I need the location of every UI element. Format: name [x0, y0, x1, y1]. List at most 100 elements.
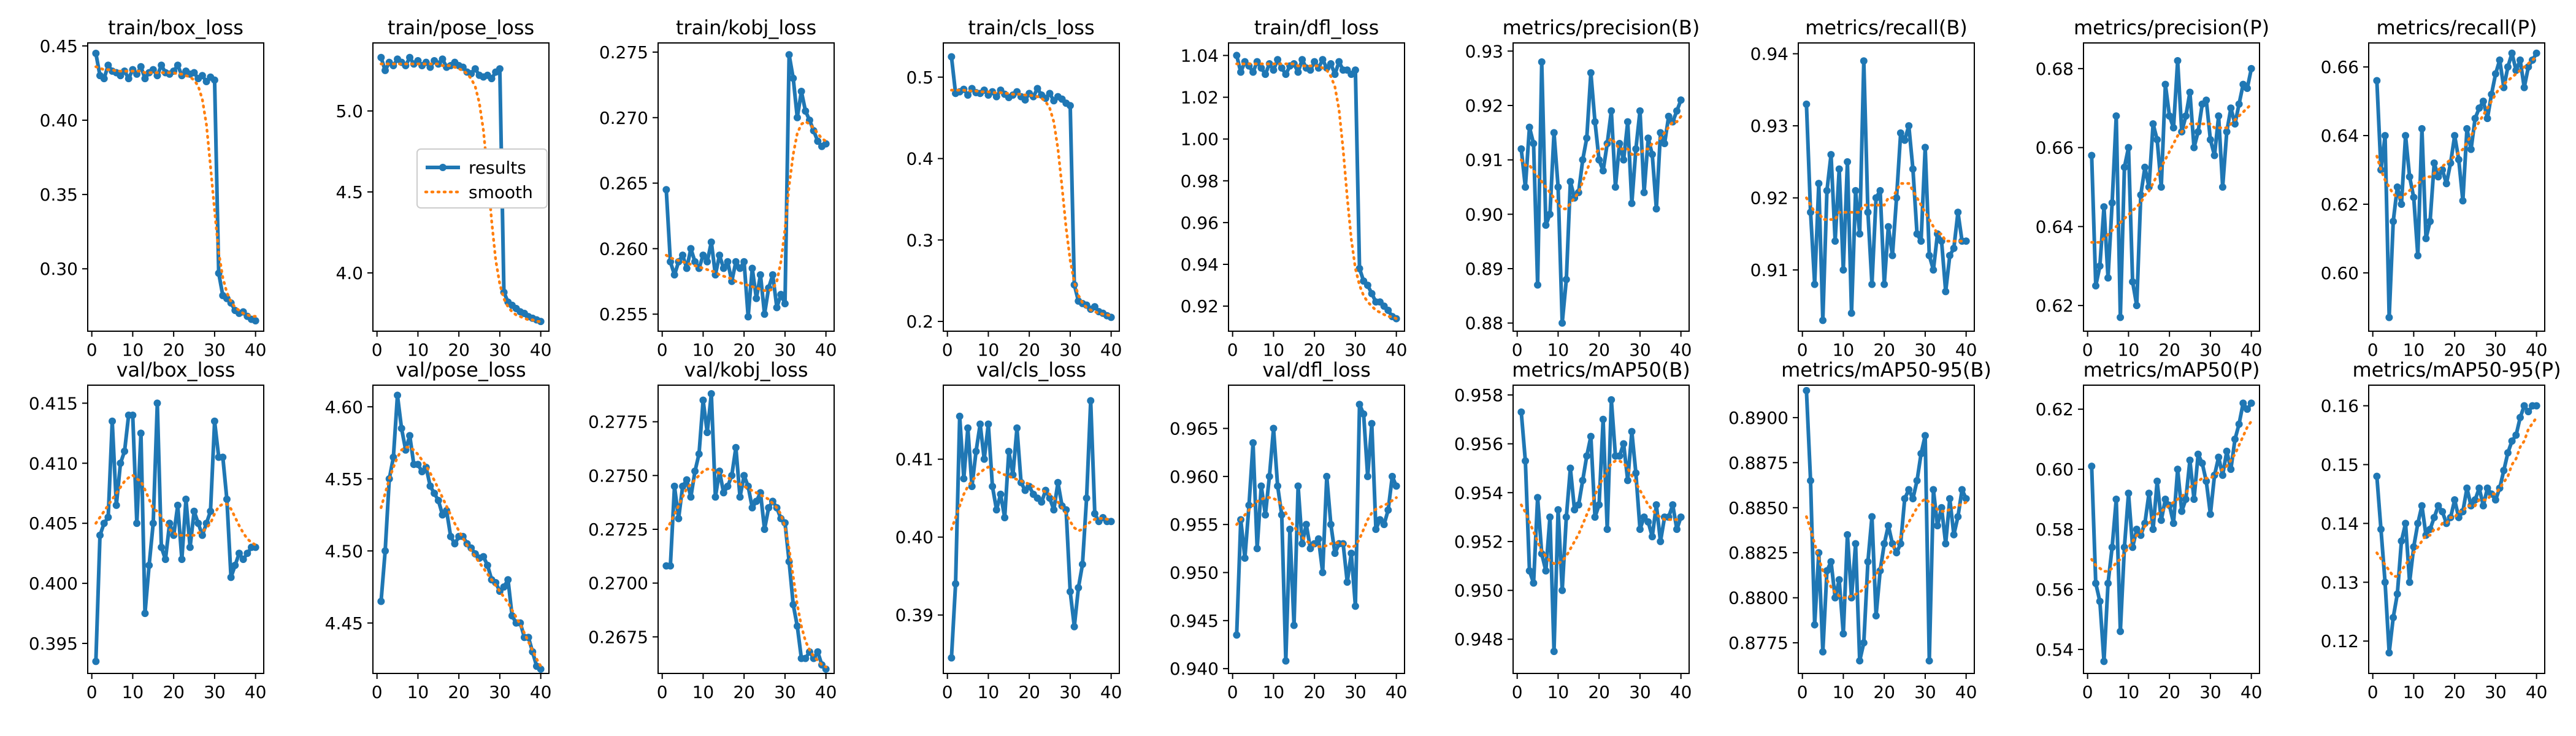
results-point — [1823, 186, 1831, 194]
results-point — [1241, 554, 1249, 562]
results-point — [1286, 526, 1294, 533]
results-point — [1107, 518, 1115, 526]
results-point — [1811, 621, 1819, 629]
x-tick-label: 30 — [1629, 340, 1651, 360]
results-point — [1608, 107, 1616, 115]
subplot-17: metrics/mAP50-95(P) 0 10 20 30 40 0.12 0.13 0.14… — [2321, 358, 2561, 702]
y-tick-label: 0.958 — [1454, 385, 1503, 405]
results-point — [397, 424, 405, 432]
y-tick-label: 0.64 — [2036, 217, 2074, 237]
smooth-line — [1520, 115, 1682, 210]
results-point — [2398, 200, 2405, 208]
results-point — [1257, 482, 1265, 490]
results-point — [1888, 251, 1896, 259]
x-tick-label: 10 — [122, 340, 144, 360]
results-point — [2227, 466, 2235, 473]
y-tick-label: 5.0 — [335, 101, 363, 121]
results-point — [2512, 431, 2520, 439]
results-point — [504, 576, 512, 584]
results-point — [1583, 452, 1591, 460]
results-point — [2410, 543, 2418, 551]
results-point — [426, 63, 434, 71]
results-point — [2381, 132, 2389, 140]
x-tick-label: 10 — [1833, 340, 1855, 360]
results-point — [182, 496, 190, 504]
results-point — [1677, 96, 1685, 104]
results-point — [1351, 66, 1359, 74]
results-point — [679, 482, 687, 490]
results-point — [2096, 597, 2104, 605]
results-point — [2247, 64, 2255, 72]
results-point — [1930, 486, 1938, 494]
results-point — [439, 55, 447, 63]
y-tick-label: 0.255 — [599, 304, 648, 324]
results-point — [810, 654, 818, 662]
results-point — [2479, 502, 2487, 510]
y-tick-label: 0.2750 — [588, 466, 648, 486]
results-point — [2112, 496, 2120, 504]
results-point — [1599, 415, 1607, 423]
smooth-line — [950, 465, 1113, 533]
results-point — [2092, 282, 2100, 289]
results-point — [141, 610, 149, 618]
results-point — [1632, 145, 1640, 153]
x-tick-label: 30 — [1344, 340, 1367, 360]
results-point — [1893, 194, 1901, 202]
results-point — [2194, 128, 2202, 136]
results-point — [1835, 165, 1843, 173]
results-point — [1884, 522, 1892, 530]
results-point — [2088, 462, 2096, 470]
subplot-1: train/pose_loss 0 10 20 30 40 4.0 4.5 5.0 results… — [335, 16, 551, 360]
results-point — [2463, 125, 2471, 132]
results-point — [2243, 405, 2251, 413]
results-point — [2088, 151, 2096, 159]
results-point — [1860, 57, 1868, 65]
results-point — [2508, 49, 2516, 57]
results-point — [1591, 118, 1599, 126]
results-point — [1249, 439, 1257, 447]
results-point — [740, 472, 748, 480]
results-point — [1583, 134, 1591, 142]
results-line — [664, 53, 827, 319]
results-point — [2455, 156, 2463, 164]
y-tick-label: 0.948 — [1454, 629, 1503, 650]
smooth-line — [94, 473, 257, 546]
results-point — [1648, 532, 1656, 540]
results-point — [2451, 496, 2459, 504]
x-tick-label: 30 — [2485, 682, 2507, 702]
results-point — [141, 75, 149, 83]
results-point — [822, 665, 830, 673]
x-tick-label: 40 — [1955, 340, 1977, 360]
x-tick-label: 30 — [2199, 340, 2221, 360]
results-point — [1368, 420, 1376, 427]
results-point — [948, 53, 956, 61]
results-point — [1530, 140, 1538, 148]
results-point — [2235, 100, 2243, 108]
results-point — [2430, 159, 2438, 167]
results-point — [537, 318, 545, 326]
results-point — [1603, 526, 1611, 533]
x-tick-label: 40 — [1955, 682, 1977, 702]
results-point — [724, 258, 732, 266]
y-tick-label: 0.12 — [2321, 631, 2359, 651]
results-point — [2475, 104, 2483, 112]
results-point — [1262, 71, 1270, 79]
results-point — [2483, 484, 2491, 492]
results-point — [381, 547, 389, 555]
results-point — [719, 489, 727, 497]
y-tick-label: 0.41 — [895, 450, 933, 470]
results-point — [699, 396, 707, 404]
plot-title: metrics/precision(P) — [2074, 16, 2269, 39]
y-tick-label: 0.15 — [2321, 454, 2359, 475]
results-point — [773, 304, 781, 312]
results-point — [2133, 302, 2141, 310]
results-point — [753, 497, 761, 505]
results-point — [1257, 64, 1265, 72]
results-point — [2393, 183, 2401, 191]
results-point — [1270, 424, 1278, 432]
results-point — [426, 482, 434, 490]
results-point — [117, 459, 125, 467]
results-point — [1335, 58, 1343, 66]
x-tick-label: 30 — [774, 682, 796, 702]
